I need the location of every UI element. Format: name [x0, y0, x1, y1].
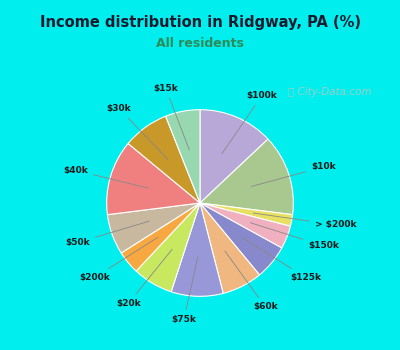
Wedge shape	[107, 144, 200, 215]
Wedge shape	[121, 203, 200, 271]
Text: $150k: $150k	[250, 223, 339, 251]
Wedge shape	[108, 203, 200, 253]
Wedge shape	[200, 203, 282, 275]
Text: $100k: $100k	[222, 91, 277, 154]
Text: Income distribution in Ridgway, PA (%): Income distribution in Ridgway, PA (%)	[40, 15, 360, 30]
Wedge shape	[200, 139, 293, 215]
Text: $50k: $50k	[66, 221, 149, 247]
Text: $125k: $125k	[242, 237, 321, 282]
Text: $75k: $75k	[172, 257, 198, 324]
Text: $10k: $10k	[252, 162, 336, 187]
Text: $15k: $15k	[153, 84, 189, 150]
Wedge shape	[171, 203, 223, 296]
Wedge shape	[136, 203, 200, 292]
Text: ⓘ City-Data.com: ⓘ City-Data.com	[288, 87, 372, 97]
Wedge shape	[128, 116, 200, 203]
Text: All residents: All residents	[156, 37, 244, 50]
Wedge shape	[200, 203, 260, 293]
Wedge shape	[200, 203, 290, 248]
Wedge shape	[166, 110, 200, 203]
Text: $200k: $200k	[79, 237, 158, 282]
Text: $60k: $60k	[225, 251, 278, 312]
Text: $40k: $40k	[63, 166, 148, 188]
Wedge shape	[200, 110, 268, 203]
Text: $20k: $20k	[116, 249, 172, 308]
Text: $30k: $30k	[107, 104, 168, 160]
Text: > $200k: > $200k	[253, 213, 356, 229]
Wedge shape	[200, 203, 292, 226]
